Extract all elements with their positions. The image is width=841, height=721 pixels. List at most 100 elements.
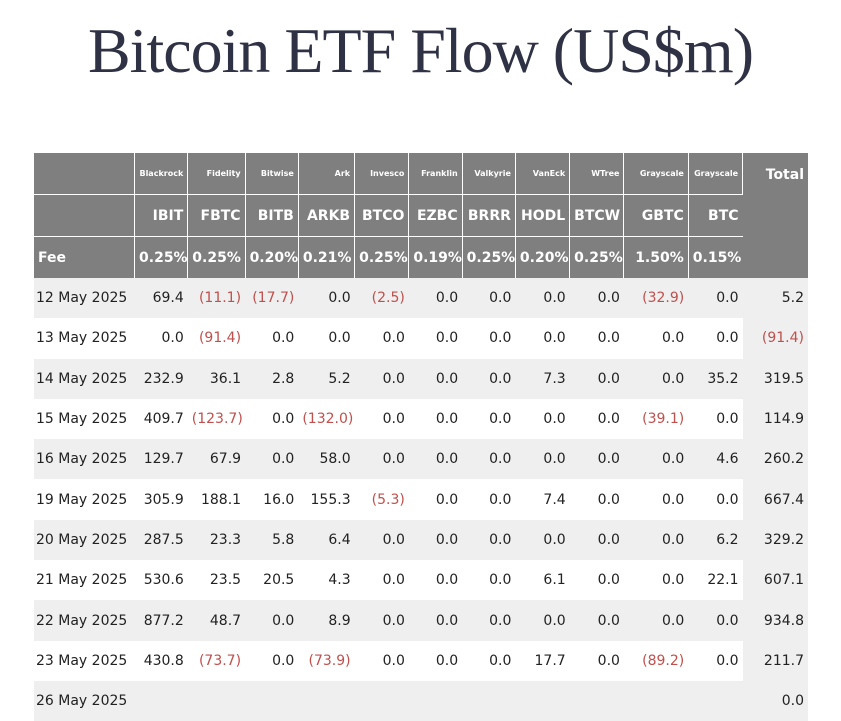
flow-cell: 0.0	[408, 439, 463, 480]
issuer-header: Grayscale	[688, 153, 744, 195]
flow-cell: 0.0	[245, 600, 299, 641]
flow-cell: 69.4	[134, 278, 188, 319]
table-row: 16 May 2025 129.7 67.9 0.0 58.0 0.0 0.0 0.0 0.0 0…	[34, 439, 808, 480]
issuer-header: Fidelity	[187, 153, 246, 195]
flow-cell: 0.0	[569, 640, 624, 681]
total-cell: 0.0	[742, 680, 808, 721]
flow-cell: 877.2	[134, 600, 188, 641]
flow-cell: 287.5	[134, 519, 188, 561]
flow-cell: 0.0	[245, 640, 299, 681]
table-row: 21 May 2025 530.6 23.5 20.5 4.3 0.0 0.0 0.0 6.1 0…	[34, 560, 808, 601]
fee-value: 0.21%	[298, 236, 356, 278]
flow-cell	[245, 680, 299, 721]
flow-cell: 0.0	[569, 439, 624, 480]
flow-cell: (17.7)	[245, 278, 299, 319]
table-row: 12 May 2025 69.4 (11.1) (17.7) 0.0 (2.5) 0.0 0.…	[34, 278, 808, 319]
flow-cell: 0.0	[245, 318, 299, 359]
ticker-header: HODL	[515, 194, 571, 237]
flow-cell: 129.7	[134, 439, 188, 480]
flow-cell: 0.0	[408, 398, 463, 440]
flow-cell: 0.0	[298, 278, 355, 319]
date-cell: 15 May 2025	[34, 398, 135, 440]
issuer-header: Grayscale	[623, 153, 689, 195]
flow-cell: 7.4	[515, 479, 570, 520]
date-cell: 16 May 2025	[34, 439, 135, 480]
flow-cell: 4.6	[688, 439, 743, 480]
flow-cell: 232.9	[134, 358, 188, 399]
issuer-header: VanEck	[515, 153, 571, 195]
flow-cell: 0.0	[515, 519, 570, 561]
flow-cell: 0.0	[408, 560, 463, 601]
flow-cell	[354, 680, 409, 721]
flow-cell: 0.0	[354, 358, 409, 399]
date-cell: 22 May 2025	[34, 600, 135, 641]
flow-cell: 0.0	[569, 479, 624, 520]
total-cell: 260.2	[742, 439, 808, 480]
flow-cell: 0.0	[462, 398, 516, 440]
ticker-header-row: IBIT FBTC BITB ARKB BTCO EZBC BRRR HODL BTCW GBTC…	[34, 194, 808, 237]
fee-value: 1.50%	[623, 236, 689, 278]
flow-cell: 155.3	[298, 479, 355, 520]
flow-cell: 0.0	[354, 439, 409, 480]
flow-cell: 0.0	[354, 560, 409, 601]
flow-cell: (132.0)	[298, 398, 355, 440]
table-row: 14 May 2025 232.9 36.1 2.8 5.2 0.0 0.0 0.0 7.3 0.…	[34, 358, 808, 399]
table-row: 13 May 2025 0.0 (91.4) 0.0 0.0 0.0 0.0 0.0 0.0 0.…	[34, 318, 808, 359]
flow-cell: 0.0	[569, 358, 624, 399]
issuer-header: Blackrock	[134, 153, 189, 195]
flow-cell: 0.0	[688, 479, 743, 520]
flow-cell: (73.7)	[187, 640, 246, 681]
flow-cell: 0.0	[623, 479, 689, 520]
flow-cell: 8.9	[298, 600, 355, 641]
ticker-header: ARKB	[298, 194, 356, 237]
date-cell: 12 May 2025	[34, 278, 135, 319]
ticker-header: BTC	[688, 194, 743, 237]
total-cell: 329.2	[742, 519, 808, 561]
fee-value: 0.20%	[515, 236, 571, 278]
flow-cell: 0.0	[688, 398, 743, 440]
flow-cell: 6.4	[298, 519, 355, 561]
issuer-header-row: Blackrock Fidelity Bitwise Ark Invesco Frankl…	[34, 153, 808, 278]
etf-flow-table: Blackrock Fidelity Bitwise Ark Invesco Frankl…	[34, 153, 808, 721]
flow-cell	[623, 680, 689, 721]
flow-cell: 0.0	[354, 398, 409, 440]
flow-cell: (32.9)	[623, 278, 689, 319]
flow-cell	[569, 680, 624, 721]
flow-cell: 188.1	[187, 479, 246, 520]
ticker-header: GBTC	[623, 194, 689, 237]
flow-cell: 0.0	[623, 318, 689, 359]
flow-cell: 0.0	[515, 278, 570, 319]
page-title: Bitcoin ETF Flow (US$m)	[87, 15, 754, 86]
flow-cell: 6.2	[688, 519, 743, 561]
flow-cell: 0.0	[462, 439, 516, 480]
flow-cell: 0.0	[515, 600, 570, 641]
flow-cell: 23.5	[187, 560, 246, 601]
flow-cell: 0.0	[569, 278, 624, 319]
flow-cell: 5.2	[298, 358, 355, 399]
flow-cell: 0.0	[569, 398, 624, 440]
flow-cell: 0.0	[245, 398, 299, 440]
date-cell: 26 May 2025	[34, 680, 135, 721]
fee-label: Fee	[34, 236, 136, 278]
total-cell: 667.4	[742, 479, 808, 520]
flow-cell: 48.7	[187, 600, 246, 641]
flow-cell: 0.0	[688, 640, 743, 681]
flow-cell: 0.0	[245, 439, 299, 480]
table-row: 20 May 2025 287.5 23.3 5.8 6.4 0.0 0.0 0.0 0.0 0.…	[34, 519, 808, 561]
date-cell: 20 May 2025	[34, 519, 135, 561]
flow-cell: 0.0	[354, 600, 409, 641]
flow-cell: 0.0	[462, 358, 516, 399]
flow-cell: 67.9	[187, 439, 246, 480]
flow-cell: 0.0	[688, 278, 743, 319]
fee-value: 0.25%	[354, 236, 410, 278]
ticker-header: FBTC	[187, 194, 246, 237]
flow-cell: 530.6	[134, 560, 188, 601]
flow-cell: 0.0	[462, 560, 516, 601]
corner-cell	[34, 194, 136, 237]
flow-cell: 0.0	[515, 398, 570, 440]
date-cell: 14 May 2025	[34, 358, 135, 399]
flow-cell: 0.0	[623, 600, 689, 641]
flow-cell: 0.0	[462, 600, 516, 641]
total-cell: (91.4)	[742, 318, 808, 359]
fee-value: 0.15%	[688, 236, 743, 278]
